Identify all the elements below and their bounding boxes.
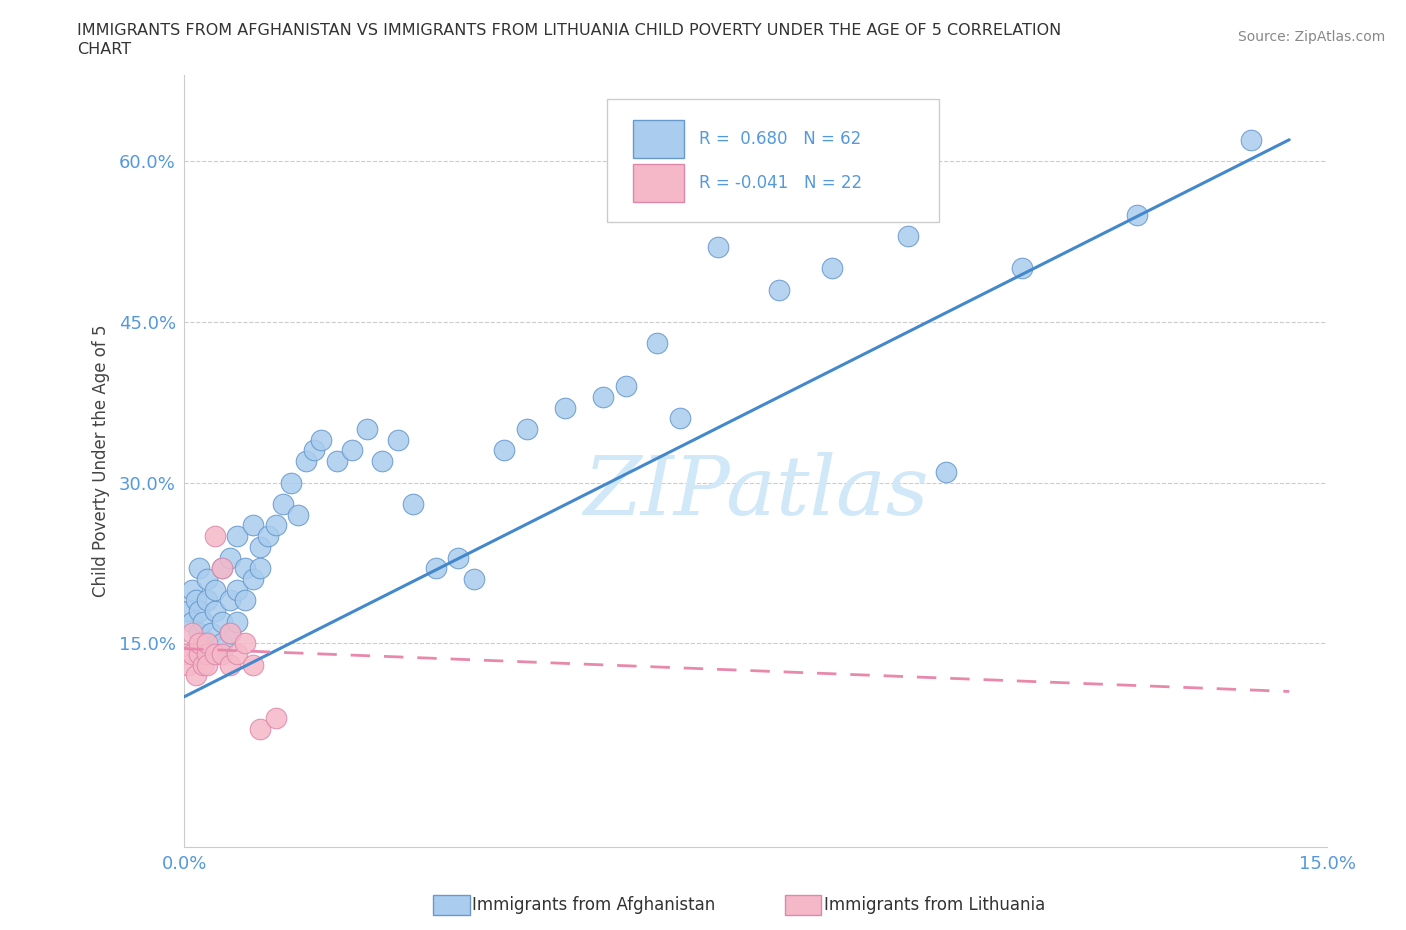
- Point: [195, 593, 218, 608]
- Point: [188, 604, 211, 618]
- Point: [233, 561, 256, 576]
- Point: [897, 229, 920, 244]
- Point: [218, 658, 240, 672]
- Point: [249, 722, 271, 737]
- Point: [614, 379, 637, 393]
- Point: [233, 593, 256, 608]
- Point: [935, 464, 957, 479]
- Point: [193, 615, 215, 630]
- Text: IMMIGRANTS FROM AFGHANISTAN VS IMMIGRANTS FROM LITHUANIA CHILD POVERTY UNDER THE: IMMIGRANTS FROM AFGHANISTAN VS IMMIGRANT…: [77, 23, 1062, 38]
- Point: [193, 658, 215, 672]
- Point: [180, 582, 202, 597]
- Point: [1011, 260, 1033, 275]
- Point: [218, 551, 240, 565]
- Point: [211, 561, 233, 576]
- Point: [226, 646, 249, 661]
- Point: [425, 561, 447, 576]
- Point: [218, 625, 240, 640]
- Point: [218, 625, 240, 640]
- Point: [311, 432, 333, 447]
- Text: Source: ZipAtlas.com: Source: ZipAtlas.com: [1237, 30, 1385, 44]
- Point: [226, 582, 249, 597]
- Point: [494, 443, 516, 458]
- Point: [200, 625, 222, 640]
- FancyBboxPatch shape: [607, 99, 939, 222]
- Text: Immigrants from Afghanistan: Immigrants from Afghanistan: [472, 896, 716, 914]
- FancyBboxPatch shape: [634, 165, 683, 202]
- Point: [188, 625, 211, 640]
- Point: [280, 475, 302, 490]
- Point: [195, 646, 218, 661]
- Point: [242, 572, 264, 587]
- Point: [387, 432, 409, 447]
- Point: [768, 283, 790, 298]
- Point: [204, 582, 226, 597]
- Point: [211, 615, 233, 630]
- Point: [302, 443, 325, 458]
- Point: [233, 636, 256, 651]
- Point: [177, 658, 200, 672]
- Text: Immigrants from Lithuania: Immigrants from Lithuania: [824, 896, 1045, 914]
- Point: [249, 539, 271, 554]
- Point: [287, 507, 309, 522]
- Point: [180, 625, 202, 640]
- Point: [264, 518, 287, 533]
- Point: [264, 711, 287, 725]
- FancyBboxPatch shape: [634, 120, 683, 158]
- Point: [204, 528, 226, 543]
- Point: [554, 400, 576, 415]
- Point: [371, 454, 394, 469]
- Point: [211, 646, 233, 661]
- Point: [447, 551, 470, 565]
- Point: [1126, 207, 1149, 222]
- Text: R = -0.041   N = 22: R = -0.041 N = 22: [699, 174, 862, 193]
- Point: [340, 443, 363, 458]
- Point: [821, 260, 844, 275]
- Text: R =  0.680   N = 62: R = 0.680 N = 62: [699, 130, 860, 148]
- Point: [204, 646, 226, 661]
- Point: [402, 497, 425, 512]
- Point: [242, 518, 264, 533]
- Point: [1240, 132, 1263, 147]
- Point: [226, 528, 249, 543]
- Point: [180, 646, 202, 661]
- Point: [592, 390, 614, 405]
- Point: [218, 593, 240, 608]
- Point: [176, 646, 198, 661]
- Point: [211, 636, 233, 651]
- Point: [195, 658, 218, 672]
- Point: [242, 658, 264, 672]
- Point: [356, 421, 378, 436]
- Point: [668, 411, 690, 426]
- Point: [211, 561, 233, 576]
- Point: [195, 572, 218, 587]
- Point: [463, 572, 485, 587]
- Point: [516, 421, 538, 436]
- Point: [271, 497, 294, 512]
- Point: [180, 615, 202, 630]
- Point: [195, 636, 218, 651]
- Point: [177, 604, 200, 618]
- Point: [706, 239, 728, 254]
- Point: [188, 636, 211, 651]
- Point: [325, 454, 347, 469]
- Point: [184, 593, 207, 608]
- Y-axis label: Child Poverty Under the Age of 5: Child Poverty Under the Age of 5: [93, 325, 110, 597]
- Point: [257, 528, 280, 543]
- Text: ZIPatlas: ZIPatlas: [583, 452, 928, 532]
- Point: [226, 615, 249, 630]
- Point: [295, 454, 318, 469]
- Point: [204, 646, 226, 661]
- Text: CHART: CHART: [77, 42, 131, 57]
- Point: [188, 561, 211, 576]
- Point: [188, 646, 211, 661]
- Point: [195, 636, 218, 651]
- Point: [204, 604, 226, 618]
- Point: [249, 561, 271, 576]
- Point: [645, 336, 668, 351]
- Point: [184, 668, 207, 683]
